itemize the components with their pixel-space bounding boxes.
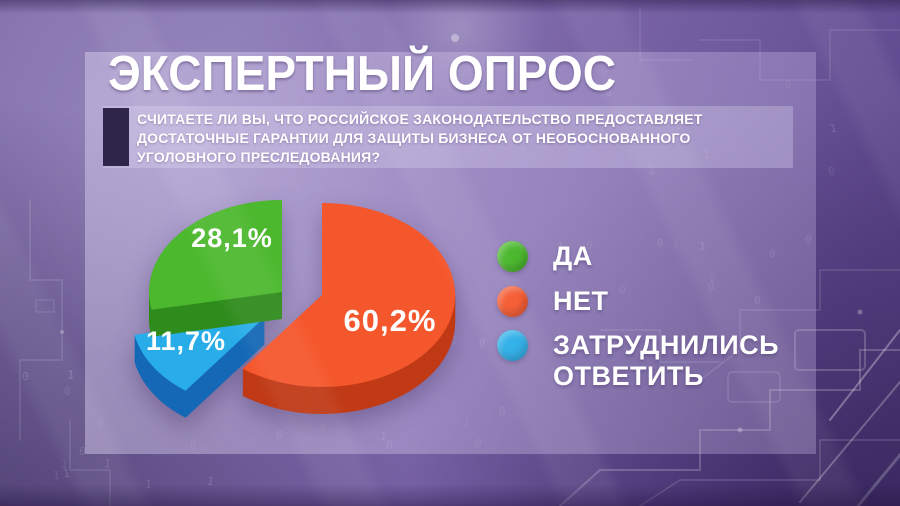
binary-digit: 0 bbox=[63, 384, 72, 399]
legend-item-undecided: ЗАТРУДНИЛИСЬ ОТВЕТИТЬ bbox=[497, 330, 817, 392]
top-vignette bbox=[0, 0, 900, 14]
binary-digit: 1 bbox=[205, 474, 215, 489]
legend-label-no: НЕТ bbox=[553, 286, 609, 316]
legend-label-yes: ДА bbox=[553, 241, 593, 271]
legend-item-no: НЕТ bbox=[497, 286, 817, 317]
binary-digit: 0 bbox=[21, 369, 29, 384]
binary-digit: 1 bbox=[52, 468, 60, 483]
binary-digit: 0 bbox=[827, 164, 835, 179]
binary-digit: 1 bbox=[144, 477, 153, 492]
binary-digit: 1 bbox=[60, 457, 69, 472]
legend-swatch-undecided bbox=[497, 330, 528, 361]
question-line-1: СЧИТАЕТЕ ЛИ ВЫ, ЧТО РОССИЙСКОЕ ЗАКОНОДАТ… bbox=[137, 111, 703, 127]
question-line-2: ДОСТАТОЧНЫЕ ГАРАНТИИ ДЛЯ ЗАЩИТЫ БИЗНЕСА … bbox=[137, 130, 691, 146]
legend-swatch-no bbox=[497, 286, 528, 317]
legend-swatch-yes bbox=[497, 241, 528, 272]
chart-legend: ДА НЕТ ЗАТРУДНИЛИСЬ ОТВЕТИТЬ bbox=[497, 241, 817, 392]
binary-digit: 1 bbox=[103, 456, 112, 471]
binary-digit: 1 bbox=[67, 367, 76, 382]
binary-digit: 1 bbox=[828, 121, 838, 136]
binary-digit: 1 bbox=[62, 466, 71, 481]
bottom-vignette bbox=[0, 484, 900, 506]
question-block: СЧИТАЕТЕ ЛИ ВЫ, ЧТО РОССИЙСКОЕ ЗАКОНОДАТ… bbox=[103, 106, 793, 168]
question-marker bbox=[103, 108, 129, 166]
legend-label-undecided: ЗАТРУДНИЛИСЬ ОТВЕТИТЬ bbox=[553, 330, 780, 391]
binary-digit: 1 bbox=[66, 368, 75, 383]
question-text: СЧИТАЕТЕ ЛИ ВЫ, ЧТО РОССИЙСКОЕ ЗАКОНОДАТ… bbox=[137, 110, 787, 167]
question-line-3: УГОЛОВНОГО ПРЕСЛЕДОВАНИЯ? bbox=[137, 149, 381, 165]
legend-item-yes: ДА bbox=[497, 241, 817, 272]
page-title: ЭКСПЕРТНЫЙ ОПРОС bbox=[108, 47, 617, 101]
